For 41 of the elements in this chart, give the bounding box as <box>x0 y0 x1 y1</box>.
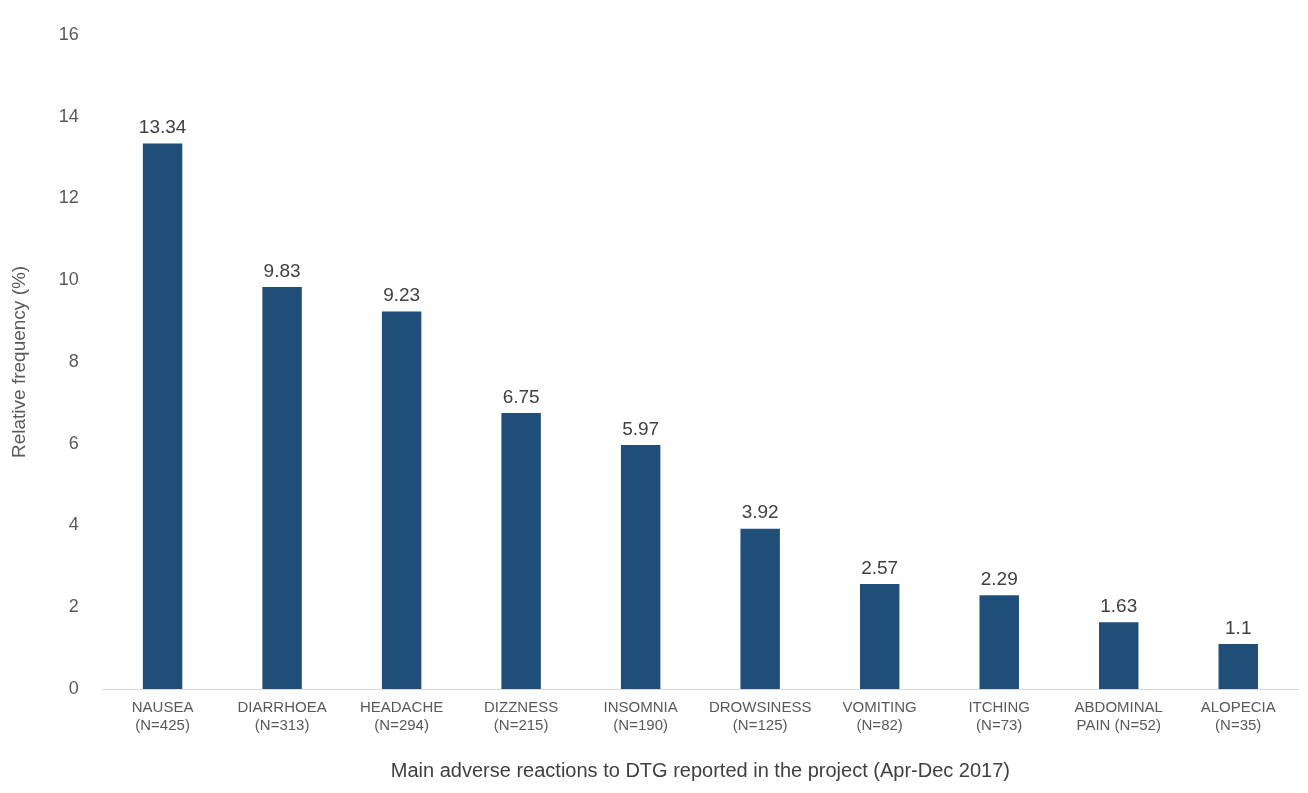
x-axis-title: Main adverse reactions to DTG reported in the project (Apr-Dec 2017) <box>390 758 1010 781</box>
data-label: 5.97 <box>622 417 660 439</box>
bar <box>979 595 1019 689</box>
y-tick-label: 4 <box>68 514 79 535</box>
bar <box>740 528 780 689</box>
bar <box>381 311 422 689</box>
y-tick-label: 6 <box>68 432 79 453</box>
x-tick-label: INSOMNIA (N=190) <box>603 698 678 734</box>
bar <box>1099 622 1139 689</box>
data-label: 2.29 <box>980 568 1018 590</box>
data-label: 9.23 <box>383 284 421 306</box>
y-tick-label: 2 <box>68 596 79 617</box>
data-label: 1.1 <box>1225 616 1252 638</box>
x-tick-label: DIZZNESS (N=215) <box>484 698 559 734</box>
data-label: 9.83 <box>263 259 301 281</box>
y-tick-label: 14 <box>58 105 79 126</box>
data-label: 3.92 <box>741 501 779 523</box>
y-axis-title: Relative frequency (%) <box>7 265 29 458</box>
y-tick-label: 16 <box>58 23 79 44</box>
data-label: 1.63 <box>1100 595 1138 617</box>
data-label: 2.57 <box>861 556 899 578</box>
x-tick-label: DIARRHOEA (N=313) <box>237 698 327 734</box>
data-label: 6.75 <box>502 385 540 407</box>
x-tick-label: HEADACHE (N=294) <box>359 698 444 734</box>
bar <box>262 287 302 689</box>
bar <box>1218 644 1258 689</box>
x-tick-label: NAUSEA (N=425) <box>131 698 194 734</box>
x-tick-label: VOMITING (N=82) <box>842 698 917 734</box>
x-tick-label: DROWSINESS (N=125) <box>708 698 812 734</box>
y-tick-label: 10 <box>58 269 79 290</box>
x-tick-label: ITCHING (N=73) <box>968 698 1031 734</box>
y-tick-label: 0 <box>68 677 79 698</box>
y-tick-label: 8 <box>68 350 79 371</box>
bar <box>501 413 541 689</box>
bar <box>620 444 661 689</box>
x-tick-label: ALOPECIA (N=35) <box>1200 698 1276 734</box>
y-tick-label: 12 <box>58 187 79 208</box>
x-tick-label: ABDOMINAL PAIN (N=52) <box>1074 698 1163 734</box>
bar <box>859 583 900 689</box>
data-label: 13.34 <box>138 116 187 138</box>
bar <box>142 143 183 689</box>
